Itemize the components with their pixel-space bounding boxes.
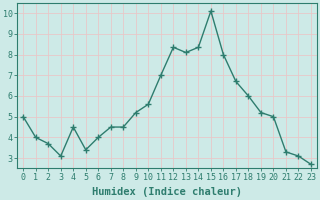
X-axis label: Humidex (Indice chaleur): Humidex (Indice chaleur) — [92, 187, 242, 197]
